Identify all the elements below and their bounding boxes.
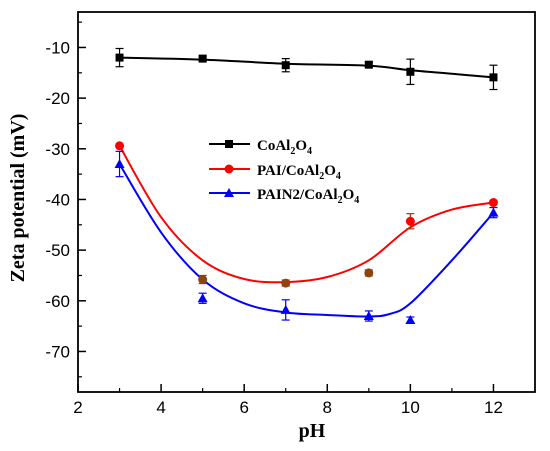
data-point-triangle [405, 315, 416, 325]
legend-label-coal2o4: CoAl2O4 [257, 138, 312, 157]
legend-label-pai-coal2o4: PAI/CoAl2O4 [257, 163, 341, 182]
error-bars [115, 47, 498, 324]
y-tick-label: -40 [45, 190, 70, 209]
data-point-circle [488, 198, 498, 208]
data-point-triangle [114, 159, 125, 168]
data-point-square [489, 73, 498, 82]
y-tick-label: -10 [45, 38, 70, 57]
legend-item-coal2o4: CoAl2O4 [209, 138, 312, 157]
data-point-square [364, 60, 373, 69]
series-line-pai-coal2o4 [118, 145, 494, 284]
data-point-square [198, 54, 207, 63]
x-tick-label: 4 [156, 398, 165, 417]
data-point-circle [364, 268, 374, 278]
x-tick-label: 6 [239, 398, 248, 417]
data-point-square [281, 61, 290, 70]
legend-marker-triangle [224, 188, 234, 197]
y-tick-label: -30 [45, 140, 70, 159]
series-line-pain2-coal2o4 [118, 163, 495, 318]
legend-item-pai-coal2o4: PAI/CoAl2O4 [209, 163, 341, 182]
y-tick-label: -70 [45, 342, 70, 361]
y-tick-label: -50 [45, 241, 70, 260]
data-point-triangle [363, 311, 374, 320]
y-tick-label: -20 [45, 89, 70, 108]
x-tick-label: 10 [401, 398, 420, 417]
x-tick-label: 2 [73, 398, 82, 417]
data-markers [114, 53, 499, 325]
data-point-square [115, 53, 124, 62]
y-tick-label: -60 [45, 292, 70, 311]
x-axis-title: pH [299, 420, 326, 442]
legend: CoAl2O4 PAI/CoAl2O4 PAIN2/CoAl2O4 [209, 138, 359, 206]
data-point-square [406, 67, 415, 76]
y-axis-title: Zeta potential (mV) [7, 114, 29, 283]
series-line-coal2o4 [119, 56, 494, 79]
plot-frame [77, 11, 536, 393]
x-tick-label: 8 [323, 398, 332, 417]
data-point-triangle [280, 304, 291, 314]
legend-label-pain2-coal2o4: PAIN2/CoAl2O4 [257, 187, 359, 206]
data-point-circle [281, 278, 291, 288]
data-point-triangle [488, 207, 499, 217]
x-axis-ticks: 2 4 6 8 10 12 [73, 384, 503, 417]
data-point-circle [115, 141, 125, 151]
x-tick-label: 12 [484, 398, 503, 417]
data-point-circle [198, 275, 208, 285]
y-axis-ticks: -10 -20 -30 -40 -50 -60 -70 [45, 21, 86, 378]
legend-item-pain2-coal2o4: PAIN2/CoAl2O4 [209, 187, 359, 206]
legend-marker-square [225, 140, 233, 148]
plot-border [77, 11, 536, 393]
data-point-triangle [197, 293, 208, 303]
data-point-circle [405, 216, 415, 226]
legend-marker-circle [224, 164, 234, 174]
